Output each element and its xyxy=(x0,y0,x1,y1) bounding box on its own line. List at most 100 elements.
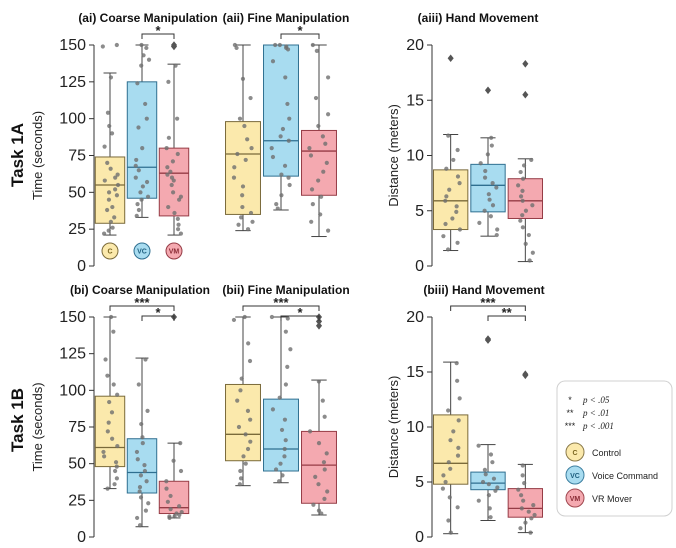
point-bi-1-10 xyxy=(138,473,144,478)
y-axis-label-ai: Time (seconds) xyxy=(30,111,45,200)
point-aii-2-14 xyxy=(319,194,324,199)
group-badge-text-ai-0: C xyxy=(107,249,112,256)
y-tick-label-aiii-4: 20 xyxy=(406,37,424,54)
point-biii-1-10 xyxy=(486,493,491,498)
point-ai-2-1 xyxy=(166,79,171,84)
point-aiii-0-8 xyxy=(443,198,448,203)
point-biii-2-8 xyxy=(526,509,531,514)
point-bii-2-1 xyxy=(320,398,325,403)
point-ai-2-18 xyxy=(175,216,180,221)
point-bi-2-11 xyxy=(177,512,182,518)
point-ai-0-14 xyxy=(106,190,112,195)
point-bi-2-5 xyxy=(168,493,173,499)
point-bii-0-2 xyxy=(246,341,251,346)
point-bi-1-8 xyxy=(142,463,147,468)
point-ai-2-21 xyxy=(178,231,184,236)
point-bi-0-17 xyxy=(114,476,119,481)
point-bii-1-7 xyxy=(270,407,276,412)
point-bi-0-14 xyxy=(113,460,119,465)
point-bi-2-6 xyxy=(165,499,170,504)
point-biii-1-7 xyxy=(486,482,491,487)
point-bii-1-6 xyxy=(277,395,282,400)
point-bii-1-5 xyxy=(283,382,288,387)
point-aiii-2-5 xyxy=(520,188,525,193)
box-aii-1 xyxy=(263,42,299,211)
point-aii-2-10 xyxy=(324,160,329,165)
point-ai-0-9 xyxy=(115,172,120,177)
point-aiii-0-14 xyxy=(441,234,446,239)
panel-title-ai: (ai) Coarse Manipulation xyxy=(78,11,217,25)
point-aii-1-6 xyxy=(283,75,288,80)
point-bi-2-2 xyxy=(178,468,184,474)
point-aiii-1-9 xyxy=(487,197,492,202)
point-biii-0-8 xyxy=(455,453,461,458)
group-badge-text-ai-2: VM xyxy=(169,249,180,256)
sig-label-biii-0: *** xyxy=(480,295,496,310)
box-ai-2: VM xyxy=(158,41,190,260)
point-ai-2-11 xyxy=(171,178,176,183)
sig-label-bii-0: *** xyxy=(273,295,289,310)
point-aiii-0-2 xyxy=(451,157,456,163)
point-biii-0-16 xyxy=(446,518,451,523)
point-biii-0-14 xyxy=(447,495,452,500)
sig-line-bi-1 xyxy=(141,315,175,321)
point-ai-2-16 xyxy=(166,204,171,210)
point-aiii-2-4 xyxy=(516,183,521,188)
point-aiii-1-2 xyxy=(485,152,490,157)
point-biii-1-4 xyxy=(483,472,488,477)
point-aiii-0-0 xyxy=(446,133,451,138)
legend-box xyxy=(556,380,673,517)
point-bii-0-6 xyxy=(235,398,240,403)
point-aiii-2-7 xyxy=(520,198,525,203)
point-aii-2-11 xyxy=(321,169,326,174)
point-aiii-1-0 xyxy=(489,135,494,140)
point-biii-1-9 xyxy=(493,488,498,493)
point-bii-0-1 xyxy=(231,317,237,323)
point-biii-0-15 xyxy=(455,505,460,510)
point-ai-1-7 xyxy=(144,116,149,121)
point-ai-2-9 xyxy=(165,172,170,177)
point-bii-2-2 xyxy=(322,414,327,419)
point-biii-2-10 xyxy=(529,516,534,521)
point-aii-0-6 xyxy=(245,137,250,142)
point-aiii-0-11 xyxy=(450,216,455,221)
point-aii-1-20 xyxy=(275,206,280,211)
point-ai-1-20 xyxy=(136,207,142,213)
panel-title-aiii: (aiii) Hand Movement xyxy=(418,11,539,25)
point-bii-1-13 xyxy=(278,461,283,466)
point-ai-0-3 xyxy=(105,110,111,115)
box-body-bi-1 xyxy=(126,438,158,494)
point-aiii-2-16 xyxy=(527,258,532,263)
point-biii-0-4 xyxy=(456,418,461,423)
point-aii-0-2 xyxy=(240,76,246,81)
point-bii-0-17 xyxy=(237,482,242,487)
point-bii-0-9 xyxy=(236,424,242,430)
point-aii-1-10 xyxy=(278,134,283,139)
y-tick-label-bi-3: 75 xyxy=(68,419,86,436)
point-aii-1-4 xyxy=(285,47,291,52)
point-bi-0-10 xyxy=(110,436,115,441)
group-badge-ai-2 xyxy=(165,242,183,260)
point-bi-1-0 xyxy=(143,357,148,362)
point-aii-0-14 xyxy=(240,204,245,210)
point-ai-0-0 xyxy=(114,42,119,48)
point-aii-0-3 xyxy=(248,95,253,101)
point-aii-1-18 xyxy=(279,193,284,198)
box-biii-1 xyxy=(470,335,506,521)
point-ai-1-1 xyxy=(144,45,149,51)
sig-line-bii-1 xyxy=(280,315,320,321)
legend-vr-mover-badge xyxy=(565,488,585,508)
sig-line-bii-0 xyxy=(242,305,320,311)
box-body-aii-0 xyxy=(225,121,261,215)
box-bii-0 xyxy=(225,314,261,487)
legend-sig-label-3: p < .001 xyxy=(582,421,614,431)
point-biii-2-5 xyxy=(521,498,526,503)
panel-title-bi: (bi) Coarse Manipulation xyxy=(70,283,210,297)
y-tick-label-biii-2: 10 xyxy=(406,419,424,436)
point-ai-2-5 xyxy=(175,151,180,157)
point-aii-1-1 xyxy=(277,42,282,48)
point-ai-2-20 xyxy=(175,227,181,232)
point-ai-0-15 xyxy=(114,193,120,198)
point-bi-2-8 xyxy=(168,507,173,512)
point-bii-1-14 xyxy=(273,467,279,472)
